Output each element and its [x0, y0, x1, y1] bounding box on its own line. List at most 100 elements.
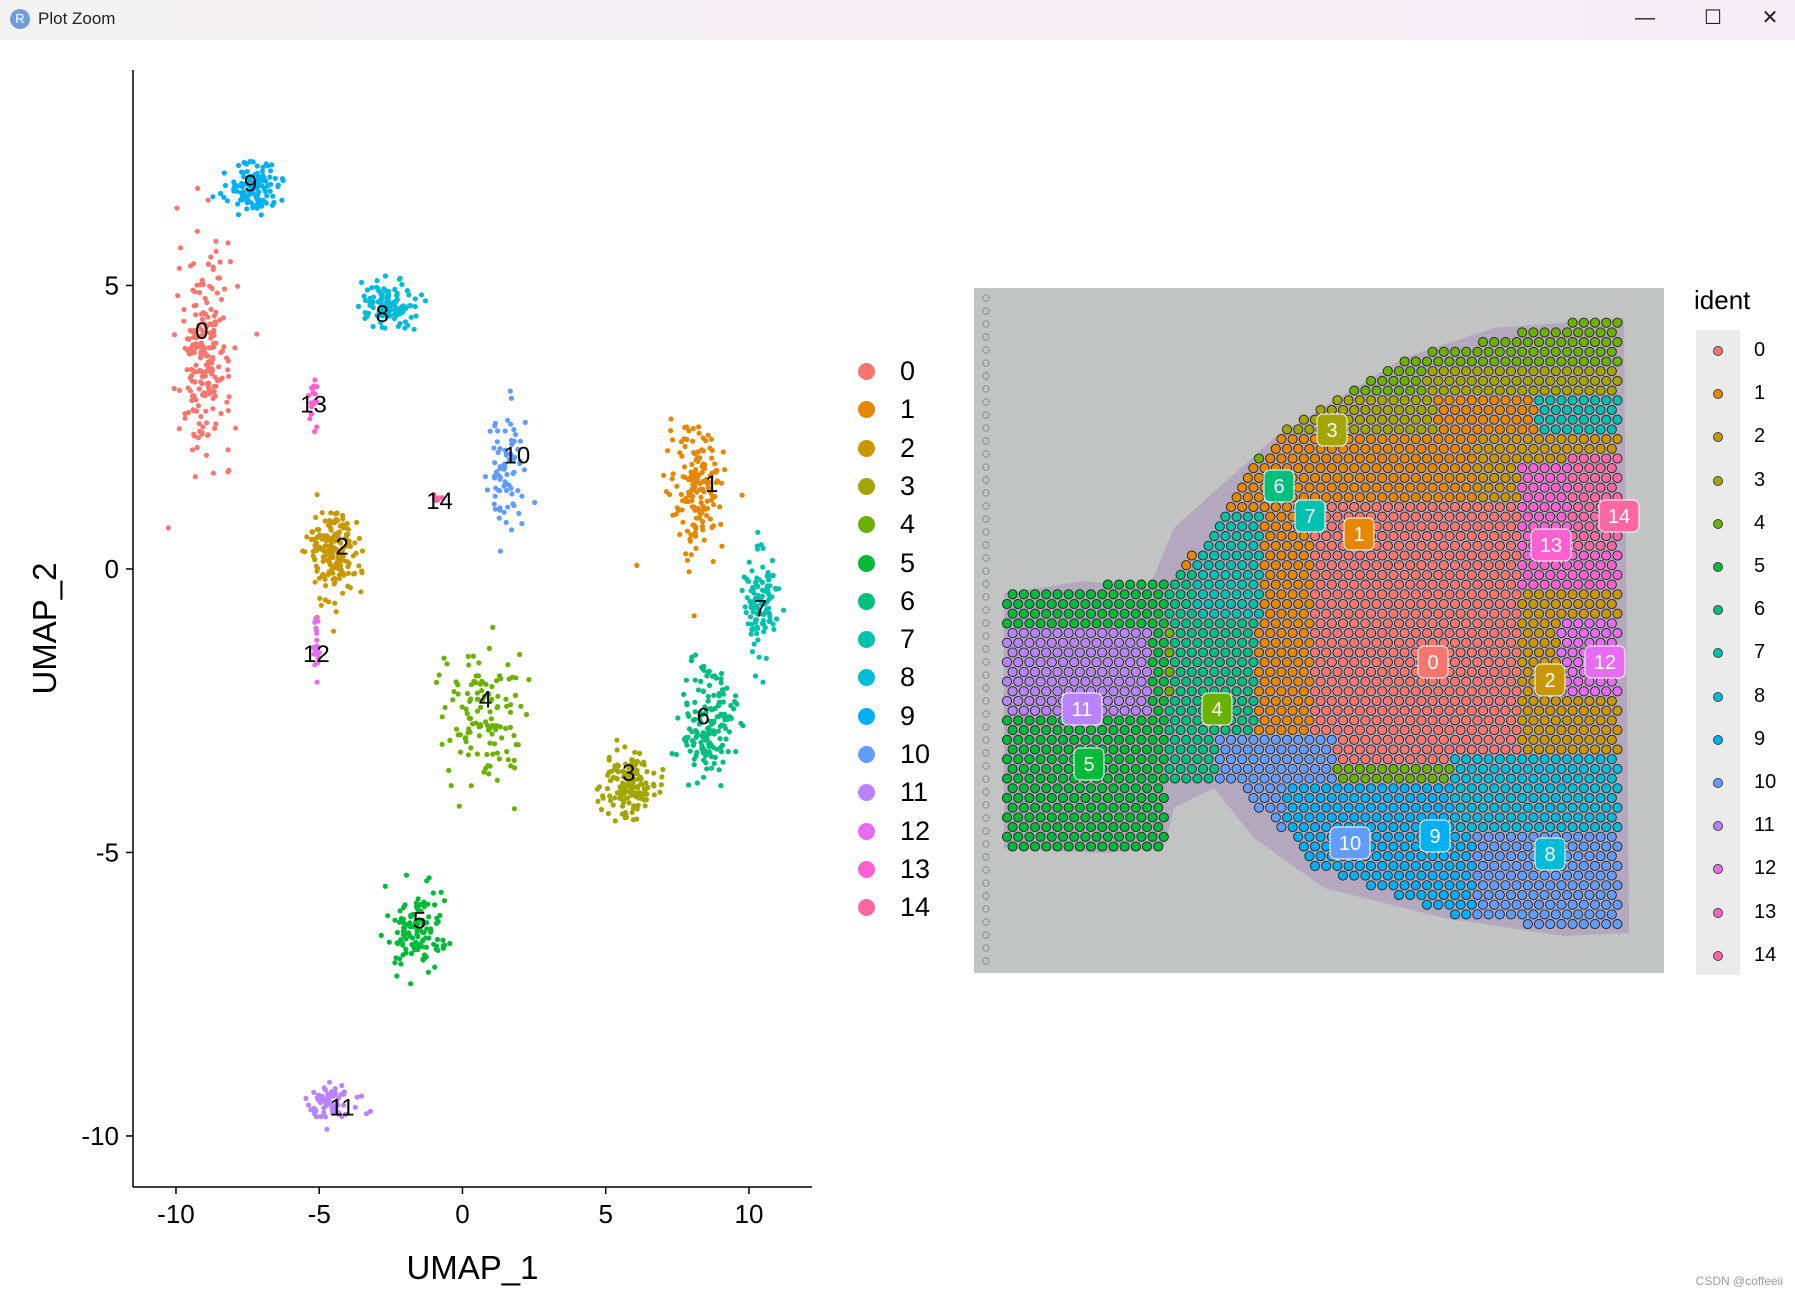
spatial-spot — [1455, 375, 1466, 386]
spatial-spot — [1360, 773, 1371, 784]
spatial-spot — [1556, 608, 1567, 619]
spatial-spot — [1108, 705, 1119, 716]
umap-point — [326, 522, 332, 528]
umap-point — [165, 525, 171, 531]
umap-point — [420, 921, 426, 927]
spatial-spot — [1427, 463, 1438, 474]
spatial-spot — [1489, 705, 1500, 716]
spatial-spot — [1382, 870, 1393, 881]
umap-point — [484, 751, 490, 758]
fiducial-spot — [982, 567, 990, 575]
umap-point — [700, 735, 707, 741]
spatial-spot — [1007, 628, 1018, 639]
spatial-spot — [1528, 560, 1539, 571]
spatial-spot — [1337, 657, 1349, 668]
umap-point — [207, 358, 213, 364]
spatial-spot — [1522, 705, 1533, 716]
umap-point — [751, 641, 757, 647]
spatial-spot — [1427, 889, 1438, 901]
legend-label: 2 — [1754, 425, 1766, 448]
legend-color-swatch — [1713, 691, 1723, 702]
umap-point — [432, 964, 438, 970]
spatial-spot — [1281, 792, 1293, 804]
spatial-spot — [1097, 783, 1108, 794]
spatial-spot — [1550, 754, 1561, 765]
spatial-spot — [1483, 637, 1494, 648]
spatial-spot — [1438, 851, 1449, 862]
spatial-spot — [1522, 802, 1533, 813]
umap-point — [634, 562, 640, 569]
spatial-spot — [1270, 792, 1281, 804]
spatial-spot — [1477, 472, 1489, 483]
spatial-spot — [1578, 783, 1589, 794]
spatial-spot — [1181, 657, 1192, 668]
spatial-spot — [1214, 773, 1225, 784]
spatial-spot — [1276, 783, 1287, 794]
spatial-label-box — [1534, 837, 1566, 871]
spatial-spot — [1545, 511, 1556, 522]
umap-point — [760, 679, 766, 685]
umap-point — [189, 397, 195, 404]
spatial-spot — [1399, 802, 1410, 813]
umap-point — [442, 704, 448, 711]
spatial-spot — [1505, 734, 1517, 745]
spatial-spot — [1304, 715, 1315, 726]
umap-cluster-label: 12 — [303, 641, 330, 668]
spatial-spot — [1405, 715, 1416, 726]
spatial-spot — [1433, 628, 1444, 639]
spatial-spot — [1511, 802, 1522, 813]
spatial-spot — [1237, 521, 1248, 532]
spatial-spot — [1455, 647, 1466, 658]
spatial-spot — [1589, 744, 1601, 755]
umap-point — [197, 290, 203, 296]
spatial-spot — [1158, 715, 1169, 726]
fiducial-spot — [982, 788, 990, 796]
spatial-spot — [1466, 899, 1477, 910]
spatial-spot — [1601, 686, 1612, 697]
spatial-spot — [1197, 589, 1209, 600]
spatial-spot — [1438, 366, 1449, 377]
umap-point — [486, 727, 492, 733]
fiducial-spot — [982, 684, 990, 692]
spatial-spot — [1371, 424, 1382, 435]
close-button[interactable]: ✕ — [1761, 7, 1779, 29]
spatial-spot — [1371, 560, 1382, 571]
spatial-spot — [1371, 831, 1382, 842]
spatial-spot — [1489, 763, 1500, 774]
spatial-spot — [1528, 366, 1539, 377]
spatial-spot — [1287, 783, 1298, 794]
spatial-spot — [1298, 608, 1309, 619]
spatial-spot — [1382, 540, 1393, 551]
spatial-spot — [1354, 472, 1365, 483]
spatial-spot — [1108, 763, 1119, 774]
umap-point — [484, 487, 491, 493]
spatial-spot — [1449, 676, 1461, 687]
spatial-spot — [1472, 443, 1483, 454]
umap-point — [308, 411, 314, 417]
spatial-spot — [1539, 366, 1550, 377]
spatial-spot — [1276, 628, 1287, 639]
umap-point — [685, 498, 691, 505]
spatial-spot — [1433, 608, 1444, 619]
umap-point — [487, 763, 493, 769]
umap-point — [341, 1089, 347, 1095]
spatial-spot — [1371, 657, 1382, 668]
spatial-spot — [1354, 608, 1365, 619]
y-axis-label: UMAP_2 — [26, 562, 63, 694]
spatial-spot — [1556, 337, 1567, 348]
minimize-button[interactable]: — — [1635, 7, 1655, 29]
umap-point — [511, 454, 518, 460]
spatial-spot — [1511, 725, 1522, 736]
spatial-spot — [1533, 802, 1545, 813]
maximize-button[interactable]: ☐ — [1704, 7, 1722, 29]
spatial-spot — [1326, 482, 1337, 493]
spatial-spot — [1304, 676, 1315, 687]
spatial-spot — [1354, 628, 1365, 639]
spatial-spot — [1545, 608, 1556, 619]
spatial-cluster-label: 1 — [1343, 517, 1375, 551]
spatial-spot — [1573, 695, 1584, 707]
spatial-spot — [1505, 560, 1517, 571]
spatial-spot — [1410, 783, 1421, 794]
spatial-spot — [1337, 463, 1349, 474]
spatial-spot — [1494, 501, 1505, 513]
